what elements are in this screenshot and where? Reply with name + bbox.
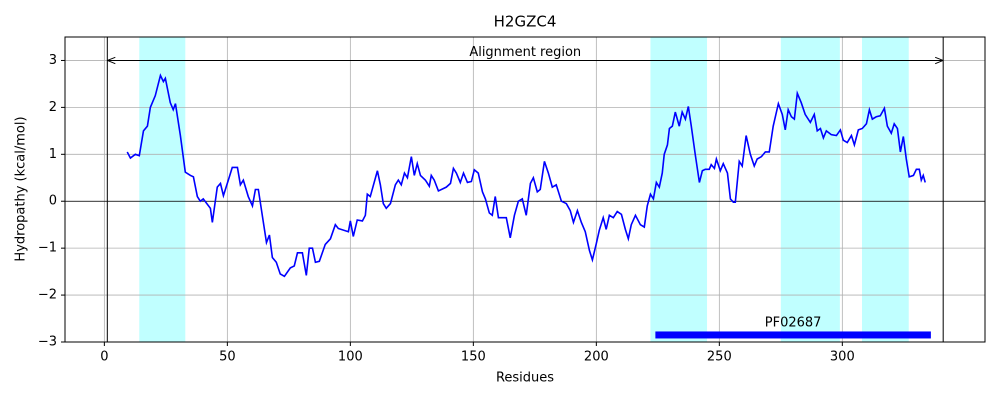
y-tick-label: −2: [38, 288, 57, 303]
x-tick-label: 300: [830, 350, 855, 365]
chart-title: H2GZC4: [494, 13, 557, 31]
x-axis-label: Residues: [496, 371, 554, 386]
y-tick-label: 3: [49, 53, 57, 68]
y-axis-label: Hydropathy (kcal/mol): [14, 116, 29, 261]
y-tick-label: −1: [38, 241, 57, 256]
x-tick-label: 0: [100, 350, 108, 365]
region: [780, 37, 840, 342]
y-tick-label: 1: [49, 147, 57, 162]
annotation-label: Alignment region: [469, 45, 581, 60]
x-tick-label: 200: [584, 350, 609, 365]
domain-label: PF02687: [765, 315, 822, 330]
x-tick-label: 150: [461, 350, 486, 365]
y-tick-label: 0: [49, 194, 57, 209]
y-tick-label: 2: [49, 100, 57, 115]
x-tick-label: 50: [219, 350, 236, 365]
x-tick-label: 100: [338, 350, 363, 365]
region: [862, 37, 909, 342]
domain-bar: [655, 331, 931, 339]
region: [139, 37, 186, 342]
region: [650, 37, 708, 342]
y-tick-label: −3: [38, 335, 57, 350]
hydropathy-line: [126, 73, 926, 278]
x-tick-label: 250: [707, 350, 732, 365]
plot-frame: [64, 36, 986, 343]
